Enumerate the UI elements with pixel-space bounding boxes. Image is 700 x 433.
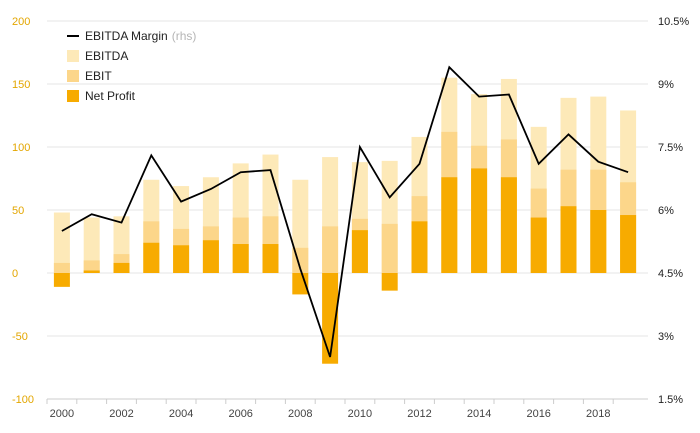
bar-net-profit — [381, 273, 398, 291]
bar-ebit — [83, 260, 100, 273]
bar-ebitda — [83, 217, 100, 273]
bar-net-profit — [143, 242, 160, 273]
left-tick-label: -50 — [12, 331, 28, 343]
bar-net-profit — [83, 270, 100, 273]
x-tick-label: 2014 — [467, 408, 491, 420]
gridlines — [47, 20, 648, 400]
bar-net-profit — [53, 273, 70, 287]
x-tick-label: 2016 — [526, 408, 550, 420]
x-tick-label: 2002 — [109, 408, 133, 420]
right-tick-label: 10.5% — [658, 16, 689, 28]
x-tick-label: 2006 — [228, 408, 252, 420]
legend-label: EBITDA Margin (rhs) — [85, 29, 196, 43]
axes: 200 150 100 50 0 -50 -100 10.5% 9% 7.5% 6% 4.5% 3% 1.… — [12, 16, 689, 420]
right-tick-label: 9% — [658, 79, 674, 91]
legend-label: EBIT — [85, 69, 112, 83]
right-tick-label: 7.5% — [658, 142, 683, 154]
right-tick-label: 4.5% — [658, 268, 683, 280]
legend-swatch-ebit — [67, 70, 79, 82]
bar-ebit — [381, 223, 398, 273]
right-tick-label: 3% — [658, 331, 674, 343]
bar-net-profit — [530, 217, 547, 273]
x-tick-label: 2000 — [50, 408, 74, 420]
legend-label-suffix: (rhs) — [172, 29, 197, 43]
left-tick-label: 150 — [12, 79, 30, 91]
bar-net-profit — [620, 215, 637, 273]
margin-line — [61, 65, 629, 358]
x-tick-label: 2012 — [407, 408, 431, 420]
bar-net-profit — [113, 262, 130, 273]
x-tick-label: 2018 — [586, 408, 610, 420]
right-tick-label: 1.5% — [658, 394, 683, 406]
bars — [53, 77, 637, 364]
legend-swatch-net-profit — [67, 90, 79, 102]
left-tick-label: 0 — [12, 268, 18, 280]
bar-net-profit — [351, 230, 368, 273]
legend-label: EBITDA — [85, 49, 128, 63]
x-tick-label: 2008 — [288, 408, 312, 420]
x-tick-label: 2010 — [348, 408, 372, 420]
x-tick-label: 2004 — [169, 408, 193, 420]
bar-net-profit — [590, 210, 607, 273]
legend-label: Net Profit — [85, 89, 136, 103]
bar-net-profit — [471, 168, 488, 273]
right-tick-label: 6% — [658, 205, 674, 217]
bar-net-profit — [322, 273, 339, 364]
left-tick-label: 100 — [12, 142, 30, 154]
bar-net-profit — [232, 244, 249, 273]
bar-net-profit — [441, 177, 458, 273]
bar-net-profit — [411, 221, 428, 273]
bar-ebitda — [53, 212, 70, 273]
line-ebitda-margin — [61, 65, 629, 358]
left-tick-label: 200 — [12, 16, 30, 28]
bar-ebit — [322, 226, 339, 273]
legend: EBITDA Margin (rhs) EBITDA EBIT Net Profit — [67, 29, 196, 103]
legend-swatch-ebitda — [67, 50, 79, 62]
bar-net-profit — [202, 240, 219, 273]
bar-ebit — [53, 262, 70, 273]
bar-net-profit — [262, 244, 279, 273]
bar-net-profit — [500, 177, 517, 273]
bar-net-profit — [173, 245, 190, 273]
left-tick-label: -100 — [12, 394, 34, 406]
bar-net-profit — [560, 206, 577, 273]
left-tick-label: 50 — [12, 205, 24, 217]
